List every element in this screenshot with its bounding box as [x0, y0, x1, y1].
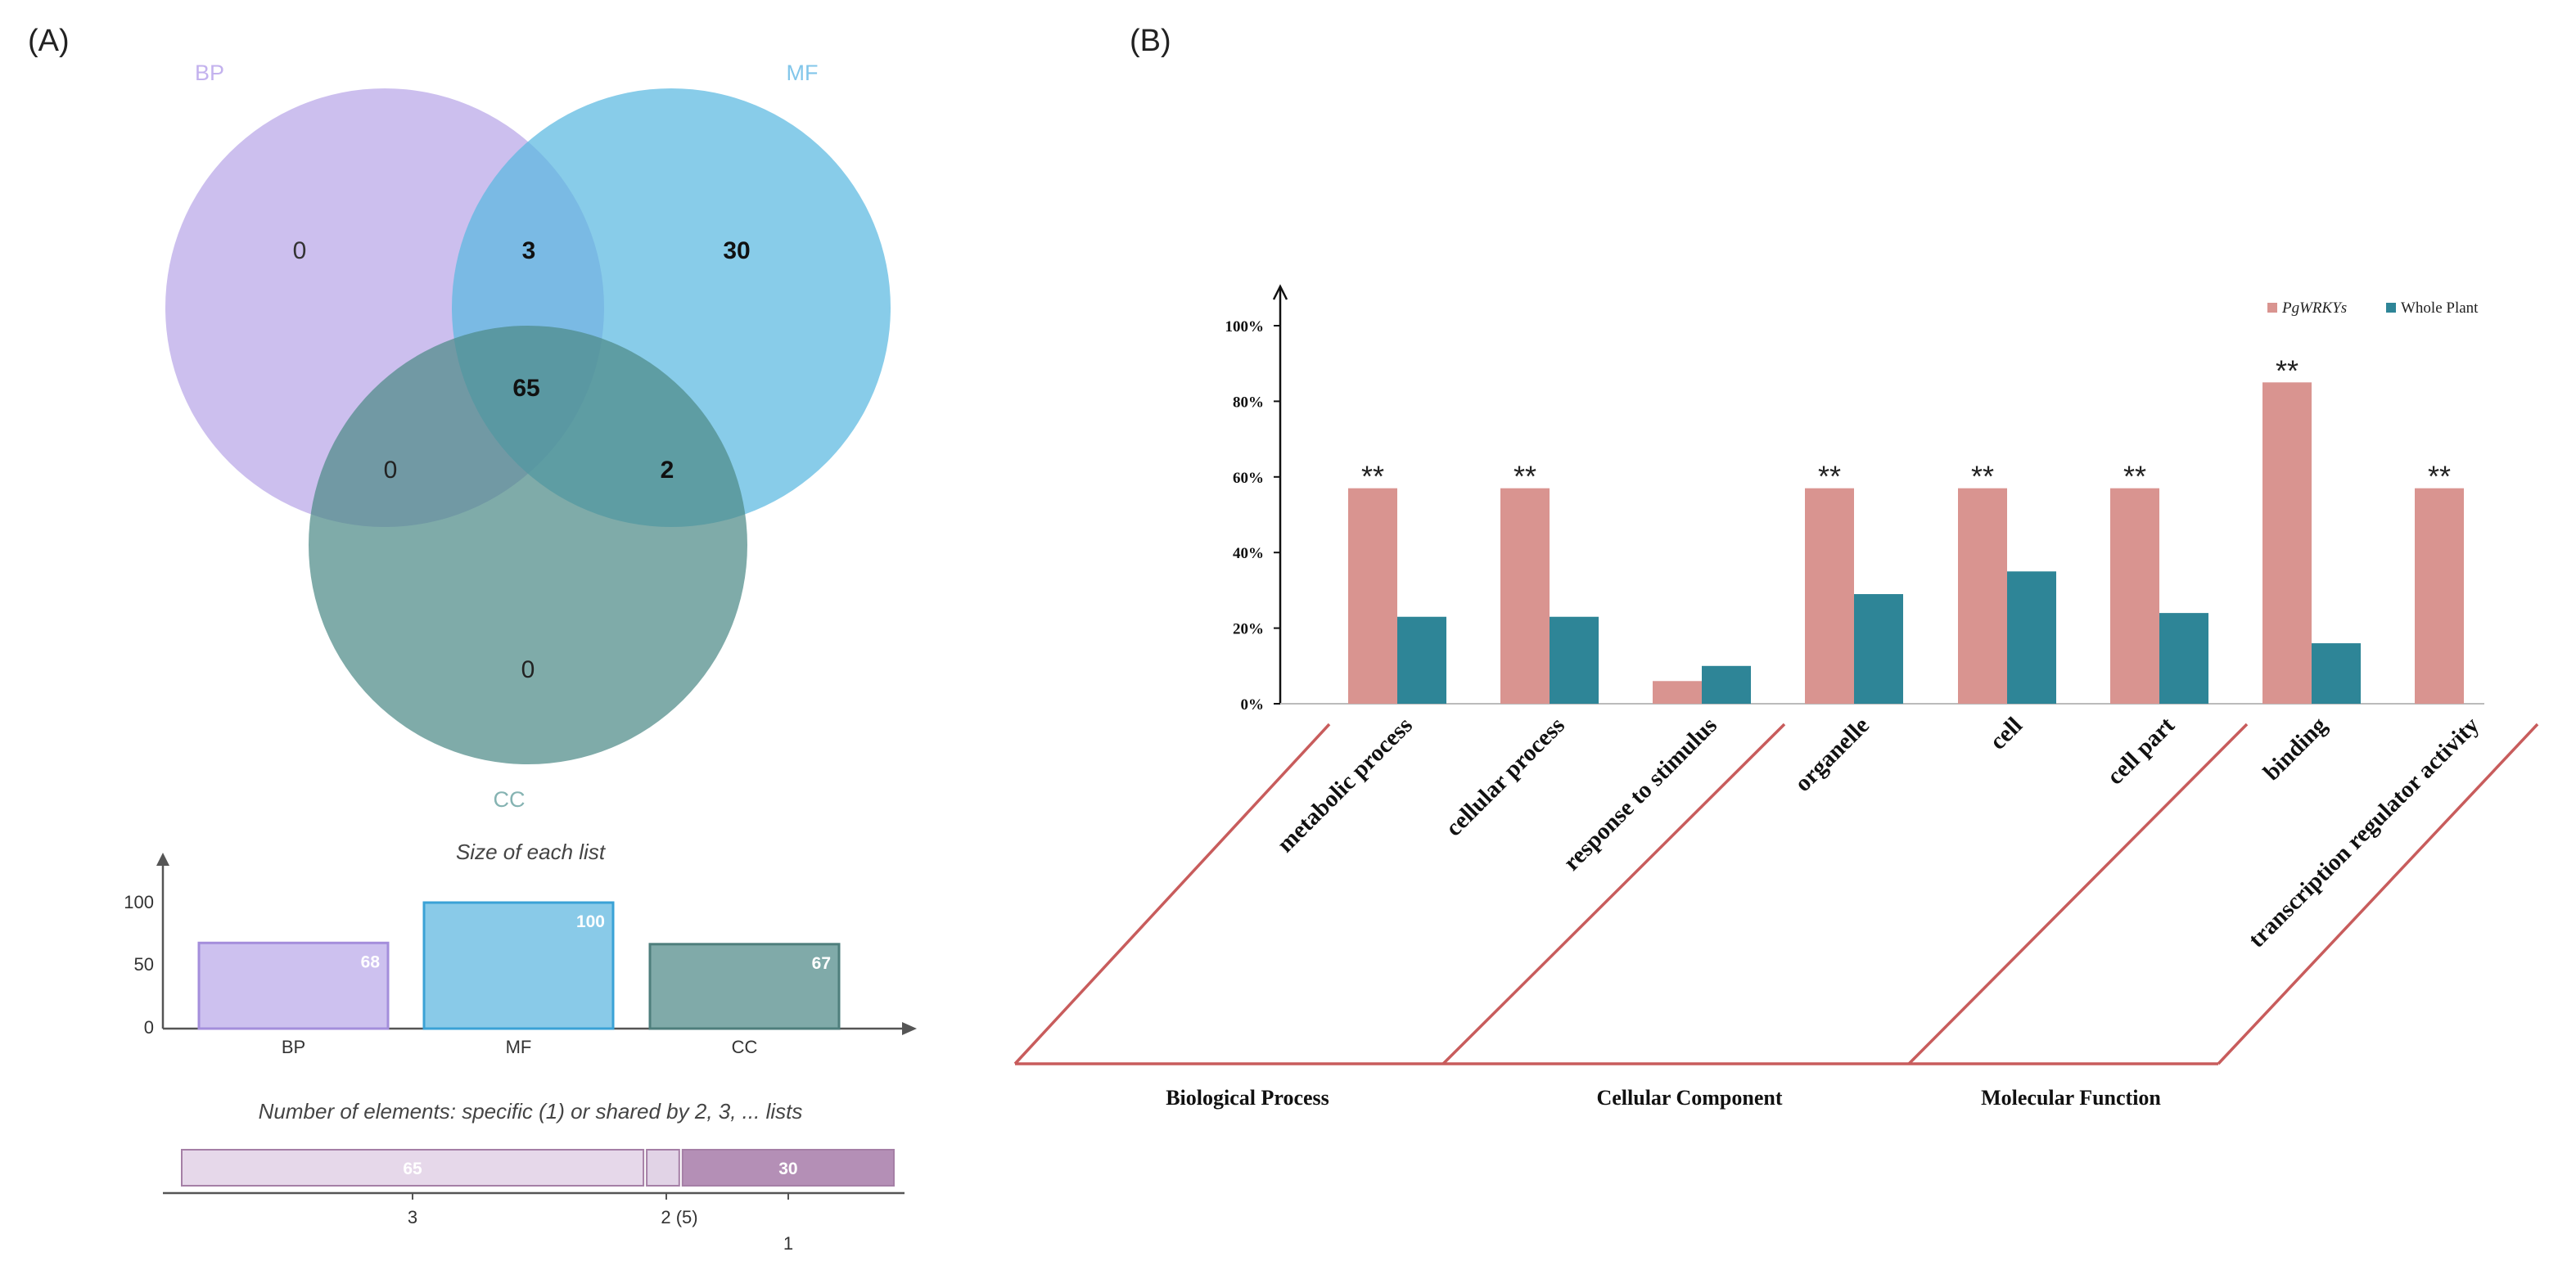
size-chart-x-arrow: [902, 1022, 917, 1035]
venn-region-mf-cc: 2: [661, 457, 674, 484]
group-divider: [1907, 723, 2249, 1065]
go-bar-pgwrkys: [1500, 488, 1550, 704]
group-label-biological-process: Biological Process: [1166, 1086, 1329, 1110]
go-ytick-label: 60%: [1233, 470, 1264, 487]
go-group-brackets: [1013, 723, 2539, 1065]
size-bar-value-label: 100: [576, 912, 605, 931]
go-bar-pgwrkys: [2262, 382, 2312, 704]
go-bar-pgwrkys: [1653, 681, 1702, 704]
size-xtick-label: MF: [506, 1037, 532, 1057]
venn-label-bp: BP: [195, 61, 224, 85]
shared-axis-label: 2 (5): [661, 1207, 697, 1227]
significance-mark: **: [1971, 460, 1994, 493]
venn-diagram: BP MF CC 0 3 30 65 0 2 0: [165, 61, 891, 812]
size-chart-y-arrow: [156, 853, 169, 866]
size-chart: Size of each list 100 50 0 68 BP 100 MF 67 CC: [124, 840, 917, 1057]
size-bar-cc: [648, 943, 841, 1030]
venn-circle-cc: [309, 326, 747, 764]
venn-label-mf: MF: [787, 61, 819, 85]
go-bar-pgwrkys: [2415, 488, 2464, 704]
go-ytick-label: 40%: [1233, 545, 1264, 562]
go-bar-pgwrkys: [1805, 488, 1854, 704]
go-ytick-label: 80%: [1233, 394, 1264, 411]
venn-region-cc-only: 0: [521, 656, 535, 683]
go-bars: ** ** ** ** ** ** **: [1348, 354, 2464, 704]
size-ytick: 100: [124, 892, 154, 912]
shared-axis-label: 1: [783, 1233, 793, 1254]
size-bar-value-label: 67: [812, 954, 831, 973]
go-bar-whole-plant: [1854, 594, 1903, 704]
go-category-label: metabolic process: [1272, 712, 1418, 858]
go-bar-whole-plant: [2159, 613, 2208, 704]
size-chart-title: Size of each list: [456, 840, 607, 864]
size-bar-value-label: 68: [361, 953, 381, 971]
shared-segment-label: 65: [403, 1160, 422, 1178]
group-divider: [1013, 723, 1331, 1065]
go-bar-pgwrkys: [1958, 488, 2007, 704]
go-category-label: response to stimulus: [1559, 712, 1722, 876]
size-bar-bp: [197, 941, 390, 1030]
size-xtick-label: CC: [732, 1037, 758, 1057]
shared-segment: [181, 1149, 645, 1187]
go-ytick-label: 20%: [1233, 621, 1264, 638]
size-xtick-label: BP: [282, 1037, 305, 1057]
significance-mark: **: [2276, 354, 2299, 387]
venn-region-mf-only: 30: [723, 237, 750, 264]
panel-b-label: (B): [1130, 24, 1171, 58]
go-bar-pgwrkys: [1348, 488, 1397, 704]
venn-region-bp-mf: 3: [522, 237, 536, 264]
size-bar-mf: [422, 901, 615, 1030]
shared-chart-title: Number of elements: specific (1) or shar…: [259, 1099, 803, 1124]
go-chart: 0% 20% 40% 60% 80% 100% ** ** ** ** ** ** ** metabo…: [1013, 284, 2539, 1110]
go-ytick-label: 100%: [1225, 318, 1265, 336]
significance-mark: **: [1818, 460, 1841, 493]
size-ytick: 50: [134, 954, 154, 975]
size-chart-bars: 68 BP 100 MF 67 CC: [197, 901, 841, 1057]
go-legend: PgWRKYs Whole Plant: [2267, 299, 2479, 317]
shared-axis-label: 3: [408, 1207, 417, 1227]
size-chart-ticks: 100 50 0: [124, 892, 154, 1038]
go-category-labels: metabolic process cellular processrespons…: [1272, 712, 2484, 953]
group-divider: [1441, 723, 1786, 1065]
group-label-molecular-function: Molecular Function: [1981, 1086, 2161, 1110]
shared-segment-label: 30: [778, 1160, 797, 1178]
go-bar-whole-plant: [1550, 616, 1599, 704]
venn-label-cc: CC: [494, 787, 526, 812]
shared-chart: Number of elements: specific (1) or shar…: [163, 1099, 905, 1254]
go-bar-pgwrkys: [2110, 488, 2159, 704]
go-category-label: organelle: [1789, 712, 1874, 797]
legend-swatch-pgwrkys: [2267, 303, 2277, 313]
shared-segment: [681, 1149, 895, 1187]
go-category-label: cellular process: [1441, 712, 1570, 841]
group-label-cellular-component: Cellular Component: [1596, 1086, 1782, 1110]
shared-stacked-bar: 65 30: [181, 1149, 895, 1187]
group-divider: [2217, 723, 2539, 1065]
venn-region-bp-only: 0: [293, 237, 307, 264]
go-bar-whole-plant: [2312, 643, 2361, 704]
go-category-label: binding: [2258, 712, 2332, 786]
go-bar-whole-plant: [1702, 665, 1751, 704]
venn-region-all-three: 65: [512, 375, 539, 402]
size-ytick: 0: [144, 1017, 154, 1038]
venn-region-bp-cc: 0: [384, 457, 398, 484]
go-y-arrow: [1272, 284, 1288, 300]
significance-mark: **: [2123, 460, 2146, 493]
significance-mark: **: [1361, 460, 1384, 493]
significance-mark: **: [2428, 460, 2451, 493]
legend-label-whole-plant: Whole Plant: [2401, 299, 2479, 317]
go-ytick-label: 0%: [1241, 696, 1265, 714]
go-bar-whole-plant: [2007, 571, 2056, 704]
go-category-label: cell part: [2102, 712, 2180, 790]
legend-swatch-whole-plant: [2386, 303, 2396, 313]
panel-a-label: (A): [28, 24, 70, 58]
shared-segment: [646, 1149, 680, 1187]
go-category-label: cell: [1985, 712, 2028, 754]
legend-label-pgwrkys: PgWRKYs: [2281, 299, 2347, 317]
significance-mark: **: [1514, 460, 1536, 493]
go-bar-whole-plant: [1397, 616, 1446, 704]
